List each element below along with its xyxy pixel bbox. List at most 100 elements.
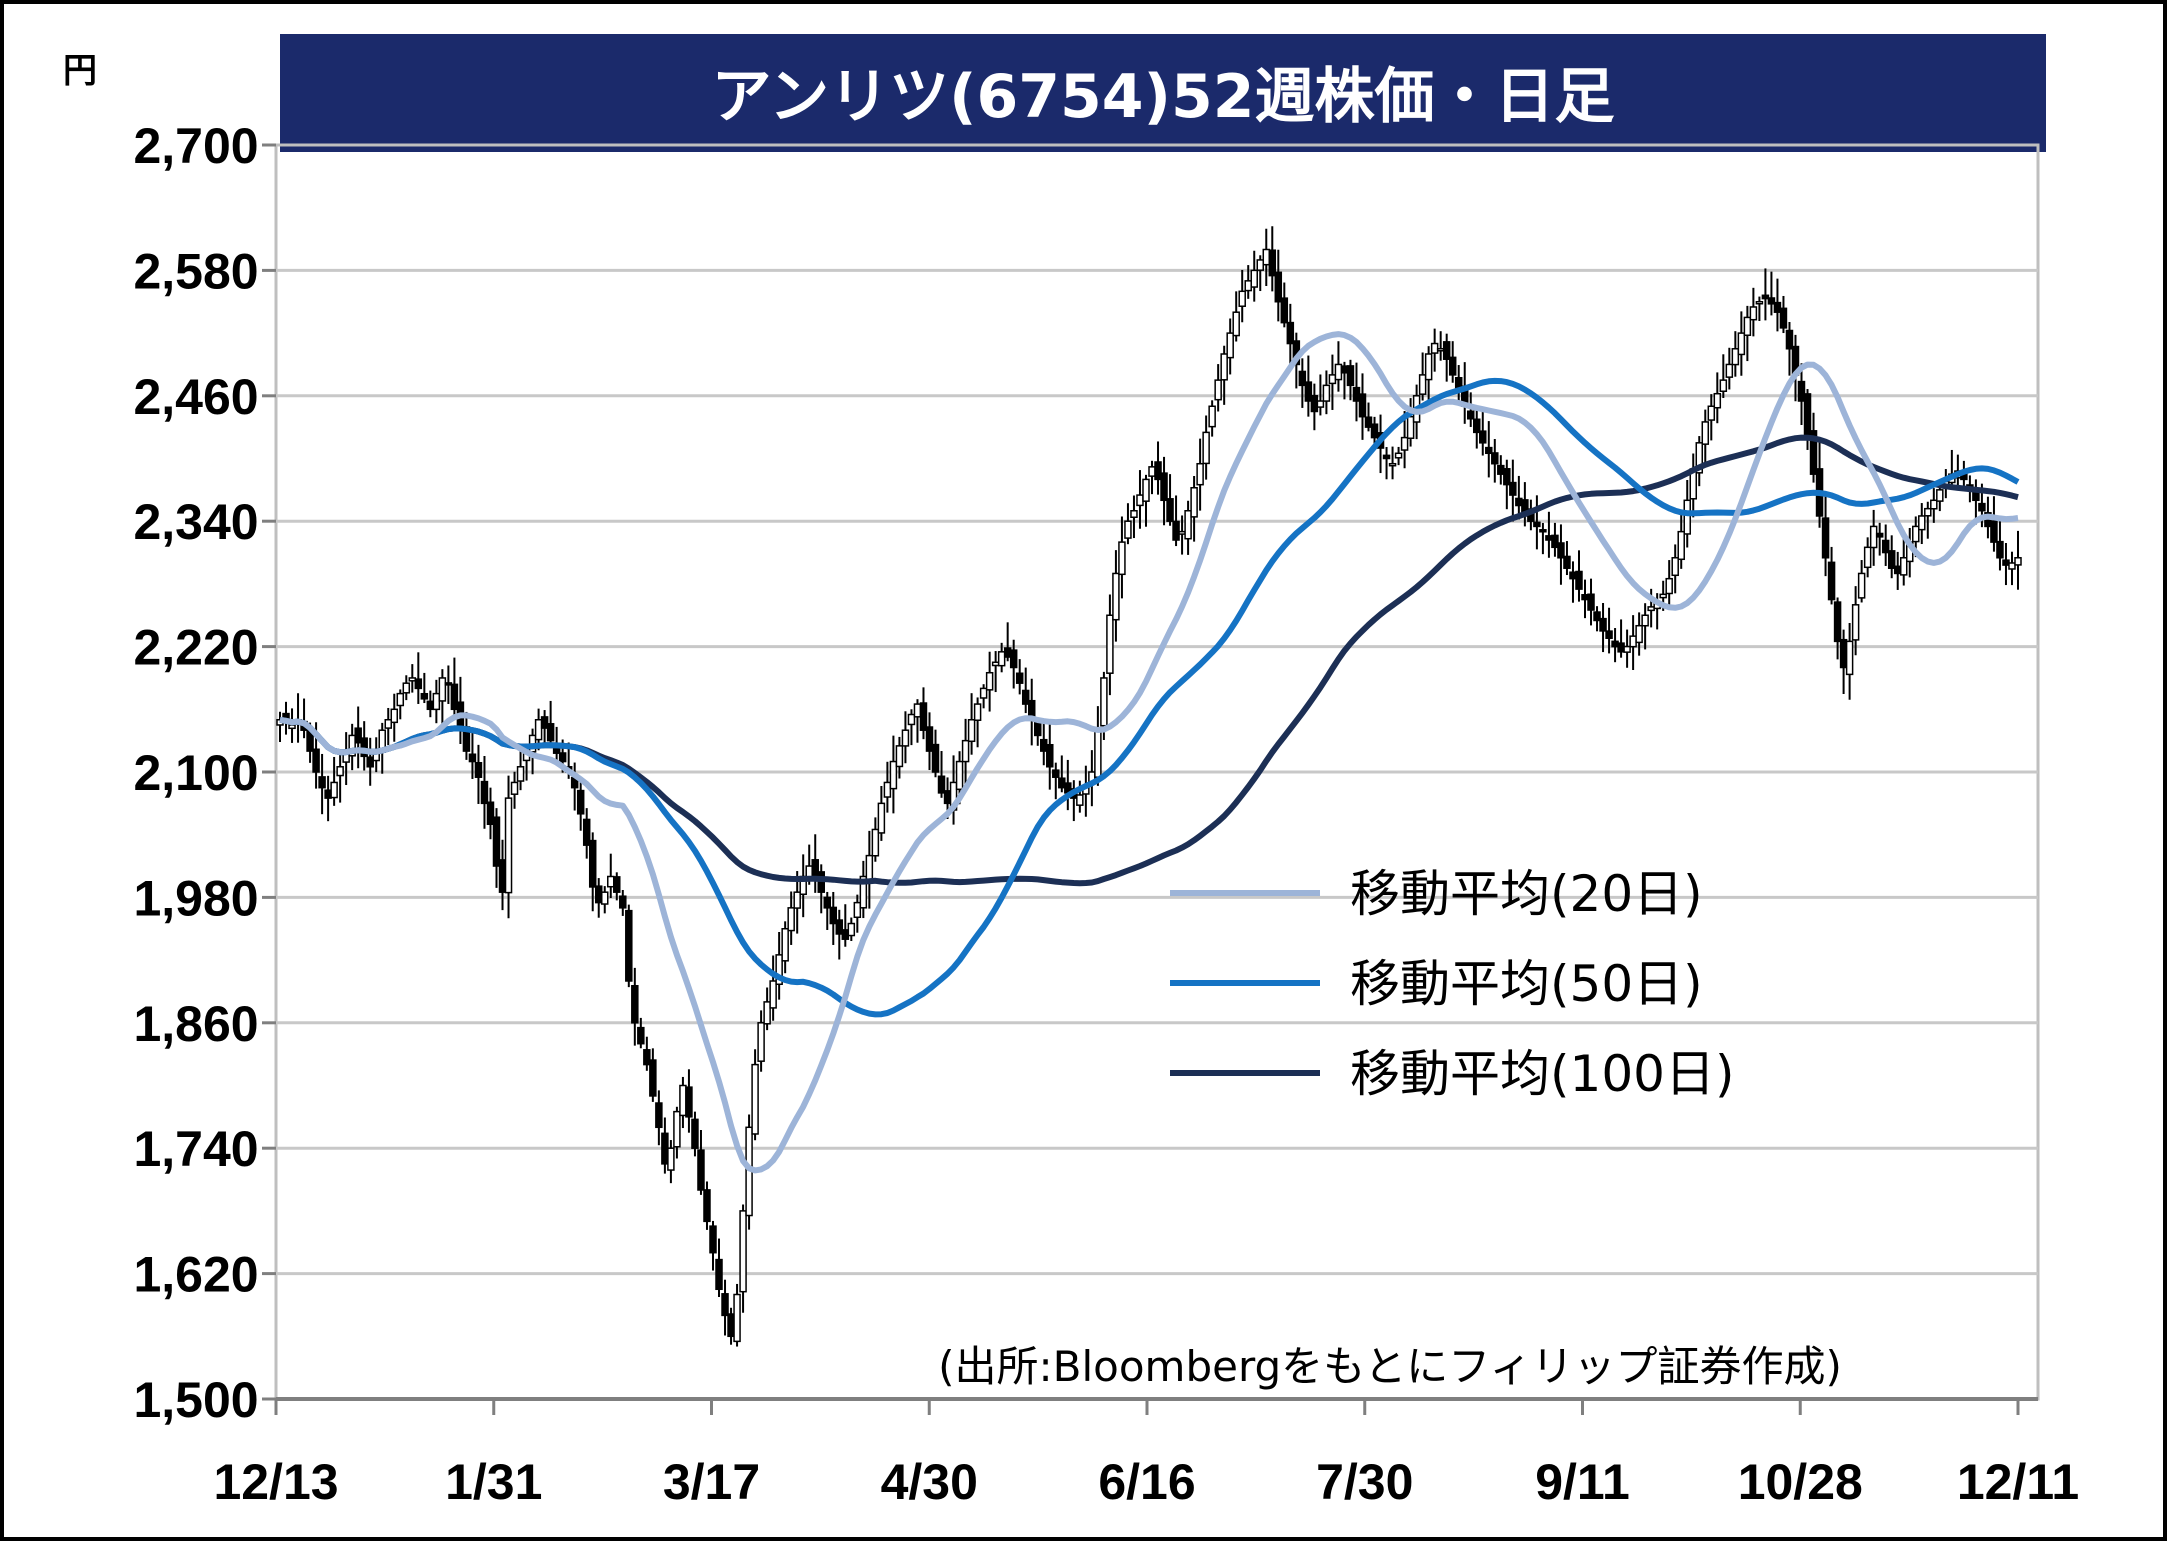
candle: [1015, 659, 1024, 695]
y-tick-label: 2,220: [133, 620, 258, 676]
candle: [877, 786, 886, 841]
candle: [1563, 541, 1571, 576]
candle: [1509, 459, 1517, 522]
x-tick-label: 7/30: [1316, 1454, 1413, 1510]
candle: [1533, 495, 1541, 550]
candle: [1924, 501, 1932, 539]
candle: [1021, 667, 1030, 714]
candle: [1172, 495, 1180, 547]
candle: [697, 1130, 705, 1195]
candle: [1557, 524, 1565, 585]
candle: [1731, 331, 1740, 377]
candle: [1154, 441, 1162, 495]
candle: [733, 1283, 741, 1347]
candle: [619, 889, 627, 916]
candle: [823, 891, 832, 930]
candle: [1599, 603, 1607, 653]
candle: [348, 723, 356, 771]
candle: [787, 891, 795, 945]
candle: [769, 955, 777, 1021]
candle: [655, 1090, 663, 1146]
candle: [667, 1140, 675, 1184]
candle: [673, 1106, 681, 1159]
candle: [1424, 346, 1433, 407]
candle: [751, 1049, 759, 1141]
candle: [2008, 551, 2016, 586]
candle: [937, 751, 946, 798]
x-tick-label: 6/16: [1098, 1454, 1195, 1510]
x-axis: 12/13 1/31 3/17 4/30 6/16 7/30 9/11 10/28 12/11: [213, 1397, 2079, 1510]
y-tick-label: 1,500: [133, 1372, 258, 1428]
x-tick-label: 12/13: [213, 1454, 338, 1510]
candle: [973, 697, 982, 748]
candle: [1821, 492, 1830, 577]
candle: [1370, 416, 1379, 444]
candle: [1677, 512, 1685, 569]
candle: [1737, 311, 1746, 376]
candle: [829, 891, 838, 945]
candle: [781, 921, 789, 974]
y-tick-label: 2,340: [133, 494, 258, 550]
candle: [925, 712, 934, 771]
candle: [871, 817, 880, 862]
chart-title: アンリツ(6754)52週株価・日足: [712, 62, 1615, 132]
candle: [1388, 446, 1397, 480]
candle: [1857, 560, 1866, 603]
candle: [1773, 278, 1782, 332]
candle: [402, 675, 411, 701]
title-banner: [280, 34, 2046, 152]
candle: [1539, 522, 1547, 555]
candle: [1743, 305, 1752, 362]
legend-label-ma100: 移動平均(100日): [1350, 1045, 1734, 1103]
candle: [961, 718, 970, 787]
candle: [480, 755, 489, 829]
candle: [1286, 303, 1295, 365]
candle: [1009, 639, 1018, 689]
candle: [763, 987, 771, 1031]
candle: [1106, 594, 1114, 696]
candle: [510, 771, 519, 809]
candles: [276, 226, 2022, 1347]
candle: [613, 872, 621, 901]
candle: [775, 931, 783, 1000]
candle: [997, 642, 1006, 673]
candle: [414, 652, 423, 704]
candle: [1473, 408, 1481, 449]
candle: [1382, 447, 1391, 480]
candle: [1052, 762, 1060, 800]
candle: [492, 808, 501, 888]
candle: [907, 709, 916, 746]
candle: [1605, 607, 1613, 654]
candle: [1142, 474, 1150, 527]
x-tick-label: 9/11: [1535, 1454, 1630, 1510]
candle: [1280, 282, 1289, 328]
candle: [2014, 530, 2022, 590]
candle: [1779, 295, 1788, 334]
candle: [889, 735, 898, 814]
x-tick-label: 4/30: [881, 1454, 978, 1510]
y-tick-label: 1,860: [133, 996, 258, 1052]
ma50-line: [279, 377, 2020, 1018]
candle: [1785, 322, 1794, 376]
candle: [1238, 269, 1246, 323]
candle: [1713, 372, 1722, 424]
candle: [1364, 402, 1373, 432]
legend-label-ma20: 移動平均(20日): [1350, 865, 1703, 923]
candle: [1827, 546, 1836, 605]
candle: [1160, 456, 1168, 526]
y-tick-label: 1,740: [133, 1121, 258, 1177]
candle: [1274, 249, 1283, 322]
candle: [1130, 495, 1138, 539]
candle: [1671, 544, 1679, 594]
candle: [853, 894, 862, 933]
candle: [390, 693, 399, 742]
candle: [1190, 475, 1198, 542]
candle: [1118, 516, 1126, 599]
candle: [582, 808, 591, 859]
y-tick-label: 1,980: [133, 870, 258, 926]
candle: [1881, 524, 1890, 566]
candle: [1316, 374, 1325, 416]
candle: [1166, 474, 1174, 526]
candle: [1809, 412, 1818, 483]
